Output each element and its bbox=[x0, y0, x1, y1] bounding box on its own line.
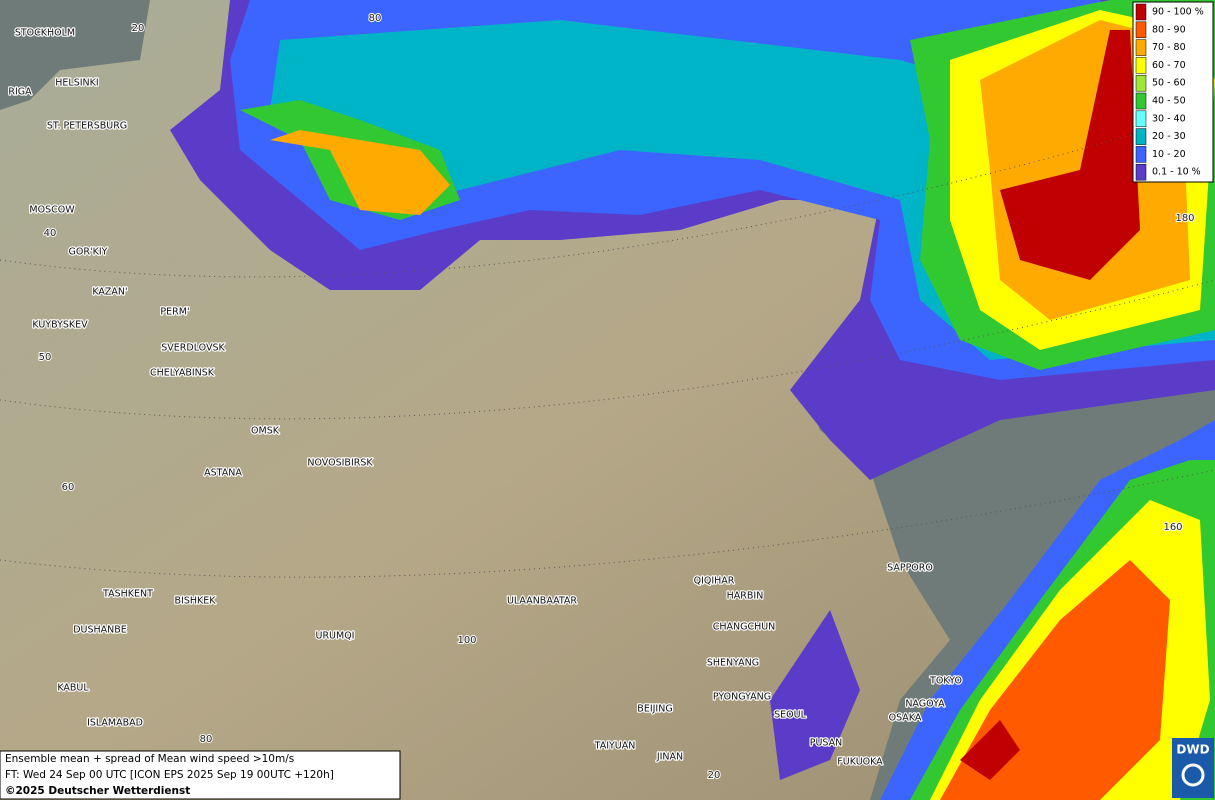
baltic-sea bbox=[0, 0, 150, 110]
city-label: SAPPORO bbox=[887, 563, 933, 574]
city-label: FUKUOKA bbox=[837, 757, 883, 768]
legend-swatch bbox=[1135, 21, 1147, 39]
city-label: HARBIN bbox=[727, 591, 764, 602]
city-label: KABUL bbox=[57, 683, 89, 694]
graticule-label: 80 bbox=[369, 13, 382, 24]
info-copyright: ©2025 Deutscher Wetterdienst bbox=[5, 785, 190, 797]
field-japan-sea bbox=[770, 610, 860, 780]
graticule-label: 20 bbox=[132, 23, 145, 34]
city-label: URUMQI bbox=[316, 631, 355, 642]
graticule-label: 100 bbox=[457, 635, 476, 646]
city-label: ST. PETERSBURG bbox=[47, 121, 127, 132]
legend bbox=[1132, 1, 1214, 183]
graticule-label: 80 bbox=[200, 734, 213, 745]
city-label: BEIJING bbox=[637, 704, 672, 715]
legend-label: 60 - 70 bbox=[1152, 60, 1186, 71]
field-80 bbox=[270, 130, 450, 215]
legend-label: 90 - 100 % bbox=[1152, 7, 1204, 18]
city-label: PUSAN bbox=[810, 738, 843, 749]
city-label: PERM' bbox=[160, 307, 189, 318]
legend-label: 40 - 50 bbox=[1152, 96, 1186, 107]
legend-label: 30 - 40 bbox=[1152, 113, 1186, 124]
graticule-label: 180 bbox=[1175, 213, 1194, 224]
city-label: SEOUL bbox=[774, 710, 806, 721]
city-label: GOR'KIY bbox=[69, 247, 108, 258]
legend-label: 80 - 90 bbox=[1152, 24, 1186, 35]
city-label: JINAN bbox=[656, 752, 683, 763]
graticule-lines bbox=[0, 109, 1215, 578]
city-label: SVERDLOVSK bbox=[161, 343, 225, 354]
legend-swatch bbox=[1135, 146, 1147, 163]
city-label: ASTANA bbox=[204, 468, 242, 479]
info-forecast: FT: Wed 24 Sep 00 UTC [ICON EPS 2025 Sep… bbox=[5, 769, 334, 781]
legend-swatch bbox=[1135, 74, 1147, 92]
legend-label: 70 - 80 bbox=[1152, 42, 1186, 53]
info-title: Ensemble mean + spread of Mean wind spee… bbox=[5, 753, 294, 765]
city-label: QIQIHAR bbox=[694, 576, 735, 587]
city-label: TAIYUAN bbox=[594, 741, 636, 752]
legend-swatch bbox=[1135, 128, 1147, 145]
city-label: BISHKEK bbox=[175, 596, 217, 607]
graticule-label: 50 bbox=[39, 352, 52, 363]
city-label: KUYBYSKEV bbox=[32, 320, 88, 331]
logo-icon bbox=[1181, 763, 1205, 787]
legend-swatch bbox=[1135, 39, 1147, 56]
city-label: HELSINKI bbox=[55, 78, 98, 89]
legend-swatch bbox=[1135, 92, 1147, 110]
field-se-90 bbox=[960, 720, 1020, 780]
graticule-label: 40 bbox=[44, 228, 57, 239]
city-label: RIGA bbox=[8, 87, 32, 98]
city-label: ISLAMABAD bbox=[87, 718, 143, 729]
city-label: TASHKENT bbox=[102, 589, 153, 600]
city-label: ULAANBAATAR bbox=[507, 596, 577, 607]
logo: DWD bbox=[1176, 743, 1209, 757]
legend-label: 50 - 60 bbox=[1152, 78, 1186, 89]
city-label: NAGOYA bbox=[905, 699, 945, 710]
graticule-label: 60 bbox=[62, 482, 75, 493]
legend-swatch bbox=[1135, 163, 1147, 181]
city-label: TOKYO bbox=[929, 676, 962, 687]
legend-swatch bbox=[1135, 3, 1147, 21]
city-label: MOSCOW bbox=[29, 205, 75, 216]
city-label: SHENYANG bbox=[707, 658, 759, 669]
field-east-90 bbox=[1000, 30, 1140, 280]
legend-label: 20 - 30 bbox=[1152, 131, 1186, 142]
graticule-label: 160 bbox=[1163, 522, 1182, 533]
city-label: DUSHANBE bbox=[73, 625, 127, 636]
logo-box bbox=[1172, 738, 1214, 798]
city-label: NOVOSIBIRSK bbox=[307, 458, 373, 469]
legend-label: 10 - 20 bbox=[1152, 149, 1186, 160]
legend-label: 0.1 - 10 % bbox=[1152, 167, 1201, 178]
city-label: PYONGYANG bbox=[713, 692, 771, 703]
graticule-label: 20 bbox=[708, 770, 721, 781]
city-label: OSAKA bbox=[889, 713, 922, 724]
city-label: KAZAN' bbox=[92, 287, 127, 298]
city-label: CHELYABINSK bbox=[150, 368, 215, 379]
city-label: OMSK bbox=[251, 426, 280, 437]
city-label: STOCKHOLM bbox=[15, 28, 75, 39]
legend-swatch bbox=[1135, 110, 1147, 128]
info-box bbox=[0, 750, 401, 800]
city-label: CHANGCHUN bbox=[713, 622, 776, 633]
legend-swatch bbox=[1135, 57, 1147, 74]
